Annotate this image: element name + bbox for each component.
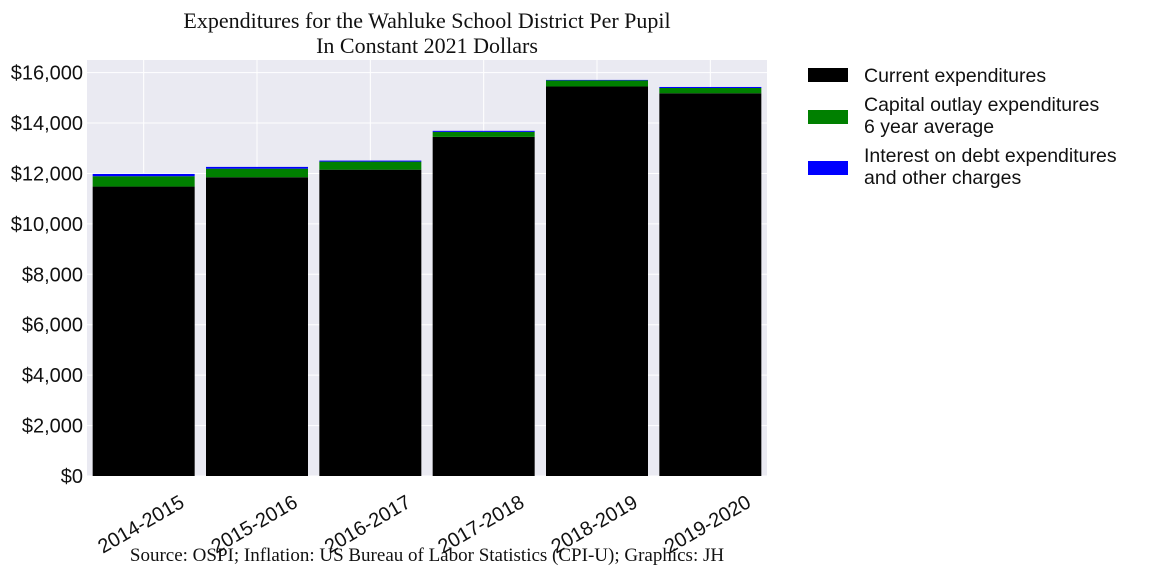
bar-interest-on-debt-2019-2020 <box>659 86 762 88</box>
y-tick-label: $2,000 <box>22 416 83 438</box>
bar-interest-on-debt-2016-2017 <box>319 160 422 162</box>
bar-interest-on-debt-2018-2019 <box>546 79 648 81</box>
bars <box>92 79 762 477</box>
bar-capital-outlay-2018-2019 <box>546 80 648 87</box>
chart-subtitle: In Constant 2021 Dollars <box>316 33 538 58</box>
y-axis-ticks: $0 $2,000 $4,000 $6,000 $8,000 $10,000 $12,000… <box>11 63 83 488</box>
y-tick-label: $10,000 <box>11 214 83 236</box>
legend-swatch <box>808 110 848 124</box>
bar-current-2019-2020 <box>659 93 762 476</box>
chart-title: Expenditures for the Wahluke School Dist… <box>183 8 670 33</box>
bar-capital-outlay-2014-2015 <box>92 176 195 187</box>
bar-interest-on-debt-2015-2016 <box>206 166 308 169</box>
bar-interest-on-debt-2017-2018 <box>432 130 535 132</box>
bar-current-2017-2018 <box>432 136 535 476</box>
legend-label: Current expenditures <box>864 65 1046 87</box>
legend-swatch <box>808 68 848 82</box>
bar-interest-on-debt-2014-2015 <box>92 173 195 177</box>
bar-capital-outlay-2017-2018 <box>432 131 535 137</box>
y-tick-label: $16,000 <box>11 63 83 85</box>
y-tick-label: $0 <box>61 466 83 488</box>
bar-current-2016-2017 <box>319 169 422 476</box>
legend-label: Interest on debt expenditures and other c… <box>864 145 1117 189</box>
bar-current-2014-2015 <box>92 186 195 476</box>
bar-capital-outlay-2019-2020 <box>659 87 762 94</box>
bar-capital-outlay-2016-2017 <box>319 161 422 170</box>
plot-area <box>87 60 767 476</box>
legend-label: Capital outlay expenditures 6 year averag… <box>864 94 1099 138</box>
y-tick-label: $14,000 <box>11 113 83 135</box>
bar-current-2018-2019 <box>546 86 648 477</box>
bar-current-2015-2016 <box>206 177 308 476</box>
source-note: Source: OSPI; Inflation: US Bureau of La… <box>130 545 724 566</box>
y-tick-label: $8,000 <box>22 264 83 286</box>
bar-capital-outlay-2015-2016 <box>206 168 308 178</box>
legend: Current expenditures Capital outlay expen… <box>808 65 1117 189</box>
y-tick-label: $4,000 <box>22 365 83 387</box>
y-tick-label: $6,000 <box>22 315 83 337</box>
legend-swatch <box>808 161 848 175</box>
y-tick-label: $12,000 <box>11 163 83 185</box>
